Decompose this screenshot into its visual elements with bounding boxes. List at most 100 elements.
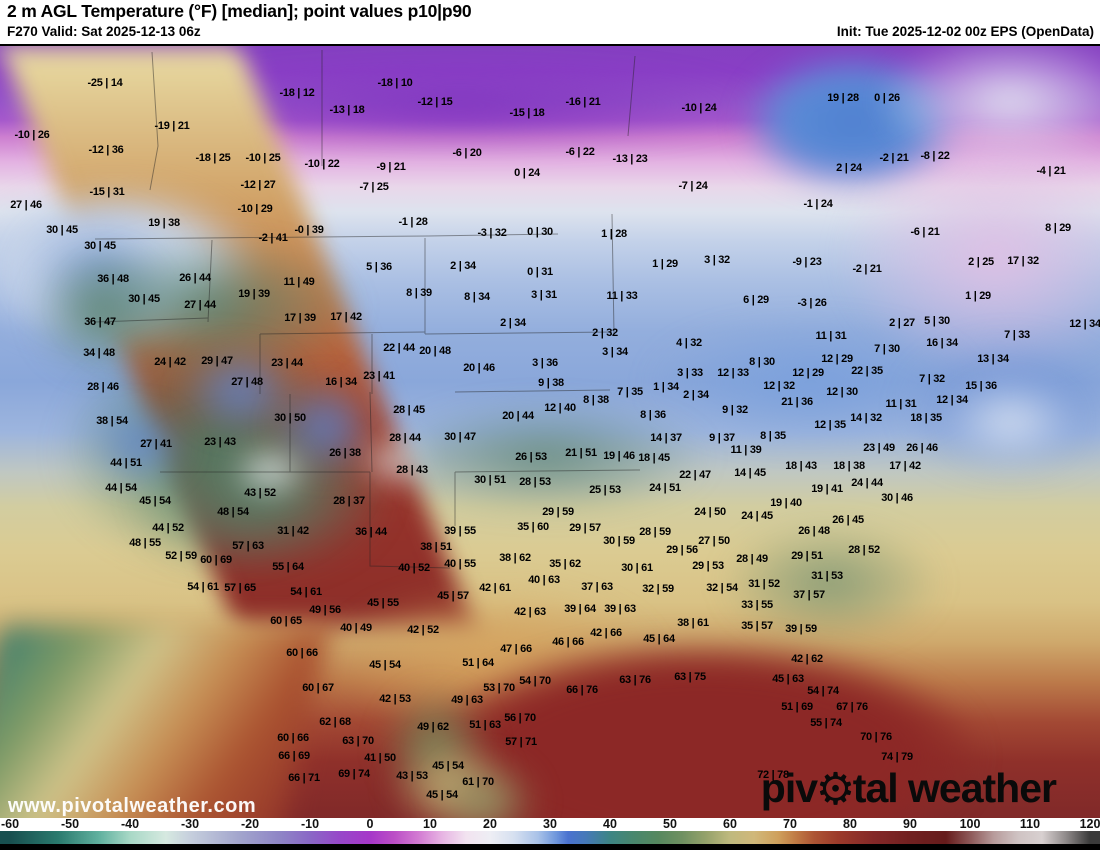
point-value: 15 | 36: [965, 380, 997, 392]
point-value: 28 | 52: [848, 544, 880, 556]
logo-text-left: piv: [760, 765, 818, 811]
point-value: 27 | 46: [10, 199, 42, 211]
point-value: -4 | 21: [1036, 165, 1066, 177]
point-value: -15 | 18: [509, 107, 545, 119]
point-value: -10 | 29: [237, 203, 273, 215]
valid-time-label: F270 Valid: Sat 2025-12-13 06z: [7, 24, 201, 39]
point-value: 44 | 51: [110, 457, 142, 469]
shading-mountain-cold-3: [88, 404, 193, 489]
point-value: 26 | 44: [179, 272, 211, 284]
point-value: 41 | 50: [364, 752, 396, 764]
point-value: 49 | 62: [417, 721, 449, 733]
point-value: 32 | 54: [706, 582, 738, 594]
point-value: 60 | 66: [286, 647, 318, 659]
point-value: 12 | 34: [936, 394, 968, 406]
point-value: 11 | 31: [815, 330, 847, 342]
colorbar-tick: 80: [843, 817, 857, 831]
point-value: 60 | 69: [200, 554, 232, 566]
state-borders: [94, 50, 641, 569]
point-value: 40 | 55: [444, 558, 476, 570]
point-value: -6 | 22: [565, 146, 595, 158]
point-value: 27 | 44: [184, 299, 216, 311]
point-value: 5 | 36: [366, 261, 392, 273]
point-value: 12 | 32: [763, 380, 795, 392]
point-value: 9 | 37: [709, 432, 735, 444]
point-value: 35 | 57: [741, 620, 773, 632]
point-value: 19 | 28: [827, 92, 859, 104]
point-value: 34 | 48: [83, 347, 115, 359]
point-value: 29 | 51: [791, 550, 823, 562]
point-value: 70 | 76: [860, 731, 892, 743]
point-value: 56 | 70: [504, 712, 536, 724]
point-value: 63 | 75: [674, 671, 706, 683]
point-value: 44 | 52: [152, 522, 184, 534]
point-value: 7 | 32: [919, 373, 945, 385]
point-value: 20 | 48: [419, 345, 451, 357]
shading-snow-spot-1: [228, 444, 313, 499]
point-value: 30 | 45: [84, 240, 116, 252]
point-value: 46 | 66: [552, 636, 584, 648]
shading-plains: [378, 400, 713, 515]
colorbar-tick: 60: [723, 817, 737, 831]
point-value: 20 | 46: [463, 362, 495, 374]
point-value: 69 | 74: [338, 768, 370, 780]
point-value: 60 | 66: [277, 732, 309, 744]
point-value: 2 | 27: [889, 317, 915, 329]
point-value: 42 | 66: [590, 627, 622, 639]
point-value: 60 | 67: [302, 682, 334, 694]
point-value: 38 | 51: [420, 541, 452, 553]
point-value: 45 | 54: [369, 659, 401, 671]
logo-text-right: tal weather: [852, 765, 1057, 811]
point-value: -25 | 14: [87, 77, 123, 89]
point-value: 42 | 62: [791, 653, 823, 665]
colorbar-tick: -50: [60, 817, 80, 831]
point-value: 33 | 55: [741, 599, 773, 611]
point-value: 2 | 25: [968, 256, 994, 268]
point-value: 42 | 61: [479, 582, 511, 594]
point-value: 38 | 54: [96, 415, 128, 427]
point-value: 21 | 51: [565, 447, 597, 459]
point-value: 37 | 63: [581, 581, 613, 593]
point-value: 23 | 43: [204, 436, 236, 448]
colorbar-gradient: [0, 831, 1100, 844]
point-value: 14 | 37: [650, 432, 682, 444]
point-value: 9 | 38: [538, 377, 564, 389]
point-value: 28 | 49: [736, 553, 768, 565]
point-value: -1 | 28: [398, 216, 428, 228]
point-value: -8 | 22: [920, 150, 950, 162]
point-value: 8 | 38: [583, 394, 609, 406]
point-value: 21 | 36: [781, 396, 813, 408]
point-value: 66 | 76: [566, 684, 598, 696]
colorbar-tick: 30: [543, 817, 557, 831]
point-value: 24 | 45: [741, 510, 773, 522]
colorbar-tick: -60: [0, 817, 20, 831]
point-value: 2 | 34: [500, 317, 526, 329]
point-value: 14 | 45: [734, 467, 766, 479]
point-value: 30 | 47: [444, 431, 476, 443]
point-value: 60 | 65: [270, 615, 302, 627]
point-value: 26 | 46: [906, 442, 938, 454]
point-value: 29 | 56: [666, 544, 698, 556]
point-value: 22 | 44: [383, 342, 415, 354]
point-value: -19 | 21: [154, 120, 190, 132]
point-value: 30 | 59: [603, 535, 635, 547]
point-value: 0 | 24: [514, 167, 540, 179]
point-value: 7 | 35: [617, 386, 643, 398]
point-value: 7 | 33: [1004, 329, 1030, 341]
point-value: 24 | 44: [851, 477, 883, 489]
shading-southeast: [718, 520, 943, 645]
point-value: 45 | 54: [139, 495, 171, 507]
point-value: -10 | 22: [304, 158, 340, 170]
temperature-colorbar: -60 -50 -40 -30 -20 -10 0 10 20 30 40 50 60 70 80 90 100…: [0, 817, 1100, 844]
point-value: 31 | 42: [277, 525, 309, 537]
point-value: 25 | 53: [589, 484, 621, 496]
point-value: 30 | 51: [474, 474, 506, 486]
point-value: 8 | 34: [464, 291, 490, 303]
header: 2 m AGL Temperature (°F) [median]; point…: [0, 0, 1100, 44]
point-value: 28 | 43: [396, 464, 428, 476]
point-value: 1 | 29: [965, 290, 991, 302]
point-value: 18 | 35: [910, 412, 942, 424]
point-value: -7 | 24: [678, 180, 708, 192]
point-value: 18 | 38: [833, 460, 865, 472]
point-value: -10 | 25: [245, 152, 281, 164]
